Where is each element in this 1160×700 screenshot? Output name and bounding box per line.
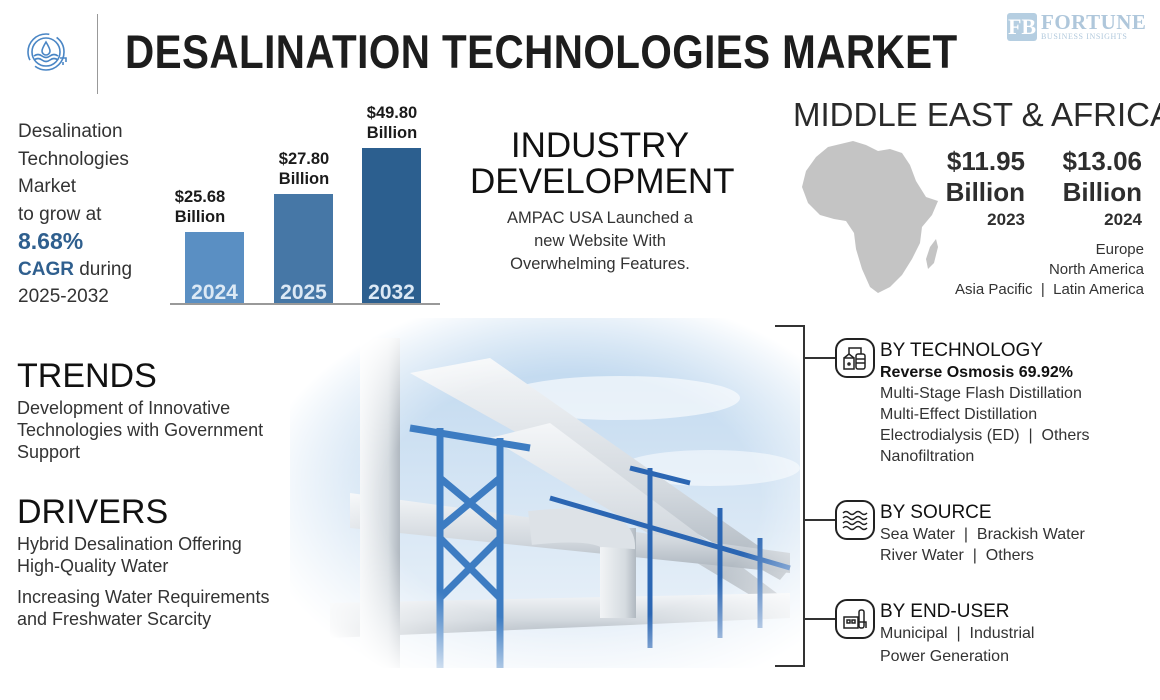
driver-line: Increasing Water Requirements — [17, 587, 270, 607]
brand-name: FORTUNE — [1041, 10, 1147, 34]
drivers-heading: DRIVERS — [17, 493, 169, 531]
plant-icon — [835, 338, 875, 378]
segment-item: River Water | Others — [880, 547, 1034, 564]
segment-item: Municipal | Industrial — [880, 625, 1035, 642]
industry-development-heading: INDUSTRY DEVELOPMENT — [470, 126, 735, 201]
trends-line: Support — [17, 442, 81, 462]
bar-year-label: 2024 — [191, 281, 238, 304]
bar-2024: 2024 — [185, 232, 244, 304]
trends-section: TRENDS Development of Innovative Technol… — [17, 358, 263, 463]
market-size-bar-chart: $25.68 Billion 2024 $27.80 Billion 2025 $4… — [170, 95, 440, 305]
segment-item: Nanofiltration — [880, 448, 975, 465]
other-regions-list: Europe North America Asia Pacific | Lati… — [955, 241, 1144, 298]
trends-line: Technologies with Government — [17, 420, 264, 440]
cagr-value: 8.68% — [18, 228, 84, 254]
driver-line: High-Quality Water — [17, 556, 169, 576]
forecast-period: 2025-2032 — [18, 286, 109, 307]
driver-line: and Freshwater Scarcity — [17, 609, 212, 629]
region-stat-2024: $13.06 Billion 2024 — [1062, 146, 1142, 229]
bracket-connector — [805, 618, 837, 620]
pipeline-plant-photo — [290, 318, 800, 668]
bar-year-label: 2032 — [368, 281, 415, 304]
summary-line: Desalination — [18, 121, 123, 142]
factory-icon — [835, 599, 875, 639]
segment-highlight: Reverse Osmosis 69.92% — [880, 364, 1074, 381]
bracket-connector — [805, 357, 837, 359]
trends-heading: TRENDS — [17, 357, 157, 395]
segment-title: BY TECHNOLOGY — [880, 340, 1043, 361]
driver-line: Hybrid Desalination Offering — [17, 534, 242, 554]
summary-line: to grow at — [18, 203, 102, 225]
bar-2032: 2032 — [362, 148, 421, 304]
segment-item: Power Generation — [880, 648, 1009, 665]
brand-mark-icon: FB — [1007, 13, 1037, 41]
bar-2025: 2025 — [274, 194, 333, 304]
cagr-label: CAGR — [18, 258, 74, 280]
segment-by-source: BY SOURCE Sea Water | Brackish Water Riv… — [880, 502, 1085, 566]
waves-icon — [835, 500, 875, 540]
brand-subtitle: BUSINESS INSIGHTS — [1041, 32, 1128, 41]
bar-value-label-2032: $49.80 Billion — [366, 104, 418, 142]
africa-map-icon — [798, 135, 948, 300]
segment-by-technology: BY TECHNOLOGY Reverse Osmosis 69.92% Mul… — [880, 340, 1090, 467]
bar-year-label: 2025 — [280, 281, 327, 304]
trends-line: Development of Innovative — [17, 398, 231, 418]
water-cycle-logo-icon — [22, 28, 70, 76]
region-title: MIDDLE EAST & AFRICA — [793, 96, 1160, 133]
cagr-during: during — [73, 258, 133, 280]
segment-item: Electrodialysis (ED) | Others — [880, 427, 1090, 444]
summary-line: Technologies — [18, 148, 129, 170]
segment-item: Sea Water | Brackish Water — [880, 526, 1085, 543]
bracket-connector — [805, 519, 837, 521]
bar-value-label-2024: $25.68 Billion — [174, 188, 226, 226]
segment-item: Multi-Effect Distillation — [880, 406, 1038, 423]
segment-item: Multi-Stage Flash Distillation — [880, 385, 1082, 402]
region-stat-2023: $11.95 Billion 2023 — [945, 146, 1025, 229]
market-summary: Desalination Technologies Market to grow… — [18, 118, 132, 311]
chart-baseline — [170, 303, 440, 305]
segments-bracket — [775, 325, 805, 667]
segment-title: BY SOURCE — [880, 502, 992, 523]
segment-title: BY END-USER — [880, 601, 1010, 622]
page-title: DESALINATION TECHNOLOGIES MARKET — [125, 25, 958, 78]
segment-by-end-user: BY END-USER Municipal | Industrial Power… — [880, 601, 1034, 667]
drivers-section: DRIVERS Hybrid Desalination Offering Hig… — [17, 494, 269, 630]
bar-value-label-2025: $27.80 Billion — [278, 150, 330, 188]
industry-development-text: AMPAC USA Launched a new Website With Ov… — [507, 209, 693, 273]
summary-line: Market — [18, 176, 77, 197]
header-divider — [97, 14, 98, 94]
brand-logo[interactable]: FB FORTUNE BUSINESS INSIGHTS — [1007, 12, 1146, 42]
